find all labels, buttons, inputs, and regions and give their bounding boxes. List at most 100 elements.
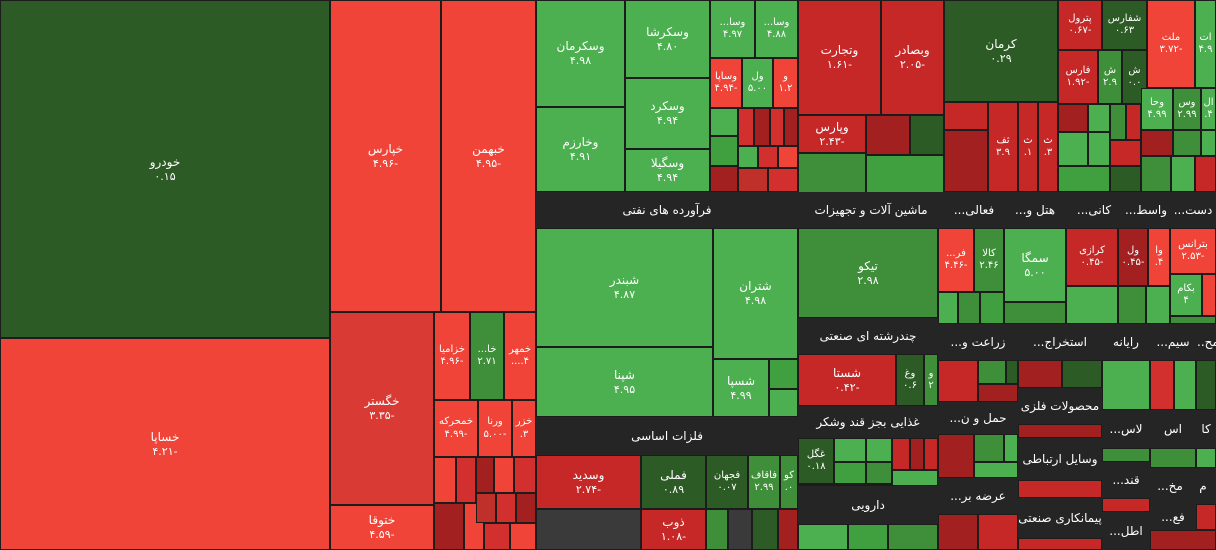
tile-small[interactable] <box>938 360 978 402</box>
tile-small[interactable] <box>516 493 536 523</box>
tile-small[interactable] <box>510 523 536 550</box>
tile-small[interactable] <box>1173 130 1201 156</box>
sector-header-agriculture[interactable]: زراعت و... <box>938 324 1018 360</box>
tile-small[interactable] <box>944 130 988 192</box>
tile-small[interactable] <box>978 384 1018 402</box>
tile-melat[interactable]: ملت -۳.۷۲ <box>1147 0 1195 88</box>
tile-small[interactable] <box>1110 140 1141 166</box>
tile-vskarsha[interactable]: وسکرشا ۴.۸۰ <box>625 0 710 78</box>
tile-small[interactable] <box>784 108 798 146</box>
tile-vl[interactable]: ول ۵.۰۰ <box>742 58 773 108</box>
tile-small[interactable] <box>456 457 476 503</box>
tile-small[interactable] <box>1196 504 1216 530</box>
tile-small[interactable] <box>1018 424 1102 438</box>
tile-small[interactable] <box>434 457 456 503</box>
tile-bterans[interactable]: بترانس -۲.۵۳ <box>1170 228 1216 274</box>
sector-header-metal-products[interactable]: محصولات فلزی <box>1018 388 1102 424</box>
tile-vskerman[interactable]: وسکرمان ۴.۹۸ <box>536 0 625 107</box>
tile-small[interactable] <box>1201 130 1216 156</box>
tile-small[interactable] <box>710 108 738 136</box>
tile-faghaf[interactable]: فاقاف ۲.۹۹ <box>748 455 780 509</box>
tile-vkharazm[interactable]: وخارزم ۴.۹۱ <box>536 107 625 192</box>
tile-fmli[interactable]: فملی ۰.۸۹ <box>641 455 706 509</box>
tile-vha[interactable]: وحا ۴.۹۹ <box>1141 88 1173 130</box>
tile-kerman[interactable]: کرمان ۰.۲۹ <box>944 0 1058 102</box>
tile-small[interactable] <box>1004 434 1018 462</box>
tile-khzamia[interactable]: خزامیا -۴.۹۶ <box>434 312 470 400</box>
tile-al[interactable]: ال ۴. <box>1201 88 1216 130</box>
tile-small[interactable] <box>434 503 464 550</box>
tile-small[interactable] <box>1058 104 1088 132</box>
tile-small[interactable] <box>1058 166 1110 192</box>
tile-shspa[interactable]: شسپا ۴.۹۹ <box>713 359 769 417</box>
tile-vtejarat[interactable]: وتجارت -۱.۶۱ <box>798 0 881 115</box>
tile-small[interactable] <box>758 146 778 168</box>
tile-small[interactable] <box>798 153 866 193</box>
sector-header-food[interactable]: غذایی بجز قند وشکر <box>798 406 938 438</box>
tile-fr[interactable]: فر... -۴.۴۶ <box>938 228 974 292</box>
tile-small[interactable] <box>769 359 798 389</box>
tile-small[interactable] <box>1088 104 1110 132</box>
sector-header-activities[interactable]: فعالی... <box>944 192 1004 228</box>
tile-small[interactable] <box>1110 166 1141 192</box>
tile-small[interactable] <box>974 462 1018 478</box>
tile-small[interactable] <box>1062 360 1102 388</box>
tile-small[interactable] <box>1006 360 1018 384</box>
tile-ghgol[interactable]: غگل ۰.۱۸ <box>798 438 834 484</box>
tile-small[interactable] <box>476 457 494 493</box>
tile-small[interactable] <box>494 457 514 493</box>
tile-small[interactable] <box>770 108 784 146</box>
tile-thaf[interactable]: ثف ۳.۹ <box>988 102 1018 192</box>
tile-small[interactable] <box>1174 360 1196 410</box>
tile-vsgila[interactable]: وسگیلا ۴.۹۴ <box>625 149 710 192</box>
tile-small[interactable] <box>1066 286 1118 324</box>
tile-small[interactable] <box>944 102 988 130</box>
tile-semga[interactable]: سمگا ۵.۰۰ <box>1004 228 1066 302</box>
tile-small[interactable] <box>938 514 978 550</box>
sector-header-basic-metals[interactable]: فلزات اساسی <box>536 417 798 455</box>
sector-header-hotel[interactable]: هتل و... <box>1004 192 1066 228</box>
tile-small[interactable] <box>1170 316 1216 324</box>
sector-header-m[interactable]: م <box>1190 468 1216 504</box>
sector-header-intermediaries[interactable]: واسط... <box>1122 192 1170 228</box>
tile-small[interactable] <box>1102 448 1150 462</box>
tile-khbahman[interactable]: خبهمن -۴.۹۵ <box>441 0 536 312</box>
tile-khmehr[interactable]: خمهر ۴.... <box>504 312 536 400</box>
tile-small[interactable] <box>476 493 496 523</box>
tile-small[interactable] <box>1102 498 1150 512</box>
tile-small[interactable] <box>1102 360 1150 410</box>
tile-small[interactable] <box>938 292 958 324</box>
tile-small[interactable] <box>738 168 768 192</box>
tile-tiko[interactable]: تیکو ۲.۹۸ <box>798 228 938 318</box>
tile-small[interactable] <box>710 166 738 192</box>
tile-petrol[interactable]: پترول -۰.۶۷ <box>1058 0 1102 50</box>
sector-header-petroleum-products[interactable]: فرآورده های نفتی <box>536 192 798 228</box>
tile-small[interactable] <box>1018 360 1062 388</box>
tile-small[interactable] <box>752 509 778 550</box>
tile-small[interactable] <box>710 136 738 166</box>
tile-vs[interactable]: وس ۲.۹۹ <box>1173 88 1201 130</box>
tile-small[interactable] <box>1004 302 1066 324</box>
tile-small[interactable] <box>888 524 938 550</box>
tile-khodro[interactable]: خودرو ۰.۱۵ <box>0 0 330 338</box>
tile-small[interactable] <box>798 524 848 550</box>
sector-header-minerals[interactable]: کانی... <box>1066 192 1122 228</box>
sector-header-industrial-contracting[interactable]: پیمانکاری صنعتی <box>1018 498 1102 538</box>
tile-small[interactable] <box>754 108 770 146</box>
tile-small[interactable] <box>778 509 798 550</box>
tile-zob[interactable]: ذوب -۱.۰۸ <box>641 509 706 550</box>
tile-small[interactable] <box>738 146 758 168</box>
tile-vsapa[interactable]: وساپا -۴.۹۴ <box>710 58 742 108</box>
tile-vpars[interactable]: وپارس -۲.۴۳ <box>798 115 866 153</box>
sector-header-machinery[interactable]: ماشین آلات و تجهیزات <box>798 192 944 228</box>
tile-khmehrkeh[interactable]: خمحرکه -۴.۹۹ <box>434 400 478 457</box>
tile-fars[interactable]: فارس -۱.۹۲ <box>1058 50 1098 104</box>
sector-header-las[interactable]: لاس... <box>1102 410 1150 448</box>
tile-vorna[interactable]: ورنا -۵.۰۰ <box>478 400 512 457</box>
tile-small[interactable] <box>1018 538 1102 550</box>
tile-small[interactable] <box>1150 530 1216 550</box>
tile-fjahan[interactable]: فجهان ۰.۰۷ <box>706 455 748 509</box>
tile-small[interactable] <box>892 470 938 486</box>
sector-header-multidisciplinary[interactable]: چندرشته ای صنعتی <box>798 318 938 354</box>
